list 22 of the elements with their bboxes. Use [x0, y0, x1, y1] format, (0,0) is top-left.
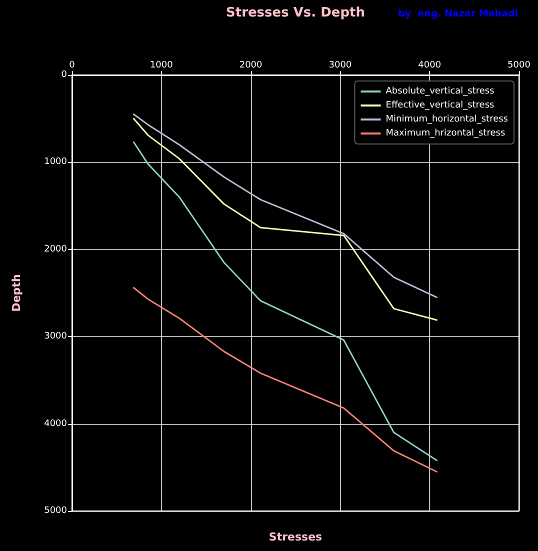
text: by eng. Nazar Mahadi: [398, 8, 518, 20]
x-tick-label: 2000: [239, 60, 263, 70]
chart-title: Stresses Vs. Depth: [226, 6, 366, 20]
legend-label: Effective_vertical_stress: [386, 100, 495, 110]
x-tick-label: 1000: [150, 60, 174, 70]
y-tick-label: 4000: [44, 418, 68, 429]
x-tick-label: 0: [69, 60, 76, 70]
y-tick-label: 5000: [44, 506, 68, 516]
line-series: [132, 141, 438, 462]
x-tick-label: 3000: [328, 60, 352, 70]
legend-label: Minimum_horizontal_stress: [386, 114, 508, 124]
legend-label: Maximum_hrizontal_stress: [386, 128, 506, 138]
x-axis-title: Stresses: [268, 530, 323, 544]
x-tick-label: 5000: [508, 60, 531, 70]
x-tick-label: 4000: [418, 60, 442, 70]
y-tick-label: 2000: [44, 244, 68, 254]
line-series: [132, 287, 438, 473]
y-tick-label: 1000: [44, 157, 68, 168]
y-tick-label: 3000: [44, 332, 68, 342]
legend-label: Absolute_vertical_stress: [386, 86, 495, 96]
y-axis-title: Depth: [10, 274, 23, 312]
y-tick-label: 0: [61, 70, 68, 80]
